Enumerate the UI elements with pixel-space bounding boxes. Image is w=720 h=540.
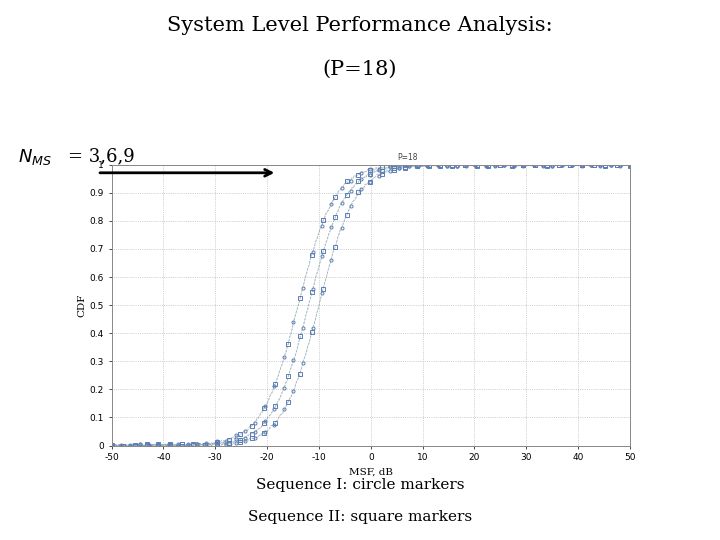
X-axis label: MSF, dB: MSF, dB	[348, 468, 393, 477]
Text: Sequence I: circle markers: Sequence I: circle markers	[256, 478, 464, 492]
Text: (P=18): (P=18)	[323, 59, 397, 78]
Text: = 3,6,9: = 3,6,9	[68, 147, 135, 166]
Text: Sequence II: square markers: Sequence II: square markers	[248, 510, 472, 524]
Text: $N_{MS}$: $N_{MS}$	[18, 146, 52, 167]
Text: System Level Performance Analysis:: System Level Performance Analysis:	[167, 16, 553, 35]
Text: P=18: P=18	[397, 153, 418, 162]
Y-axis label: CDF: CDF	[78, 293, 87, 317]
